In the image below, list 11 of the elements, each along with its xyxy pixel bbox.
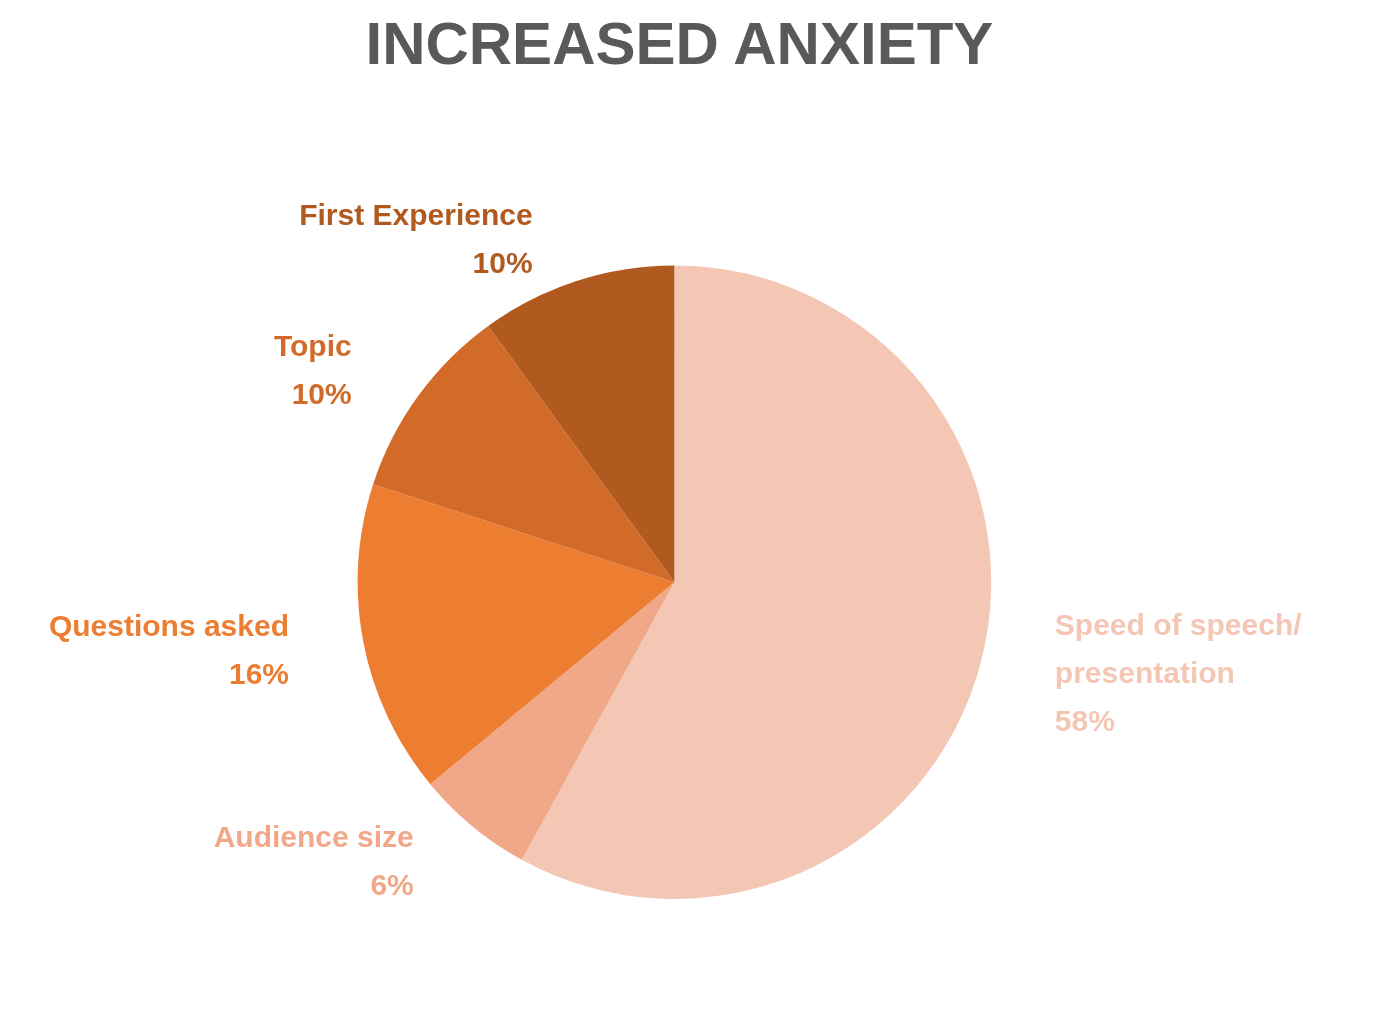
data-label: 6% [370, 868, 414, 902]
chart-title: INCREASED ANXIETY [365, 9, 994, 77]
slice-label: Audience size [213, 820, 414, 854]
slice-label: Speed of speech/presentation [1054, 607, 1303, 689]
slice-label: First Experience [299, 197, 533, 231]
slice-label: Questions asked [48, 609, 290, 643]
data-label: 10% [472, 245, 533, 279]
slice-label: Topic [273, 329, 352, 363]
data-label: 10% [291, 377, 352, 411]
data-label: 58% [1054, 703, 1115, 737]
data-label: 16% [228, 657, 290, 691]
